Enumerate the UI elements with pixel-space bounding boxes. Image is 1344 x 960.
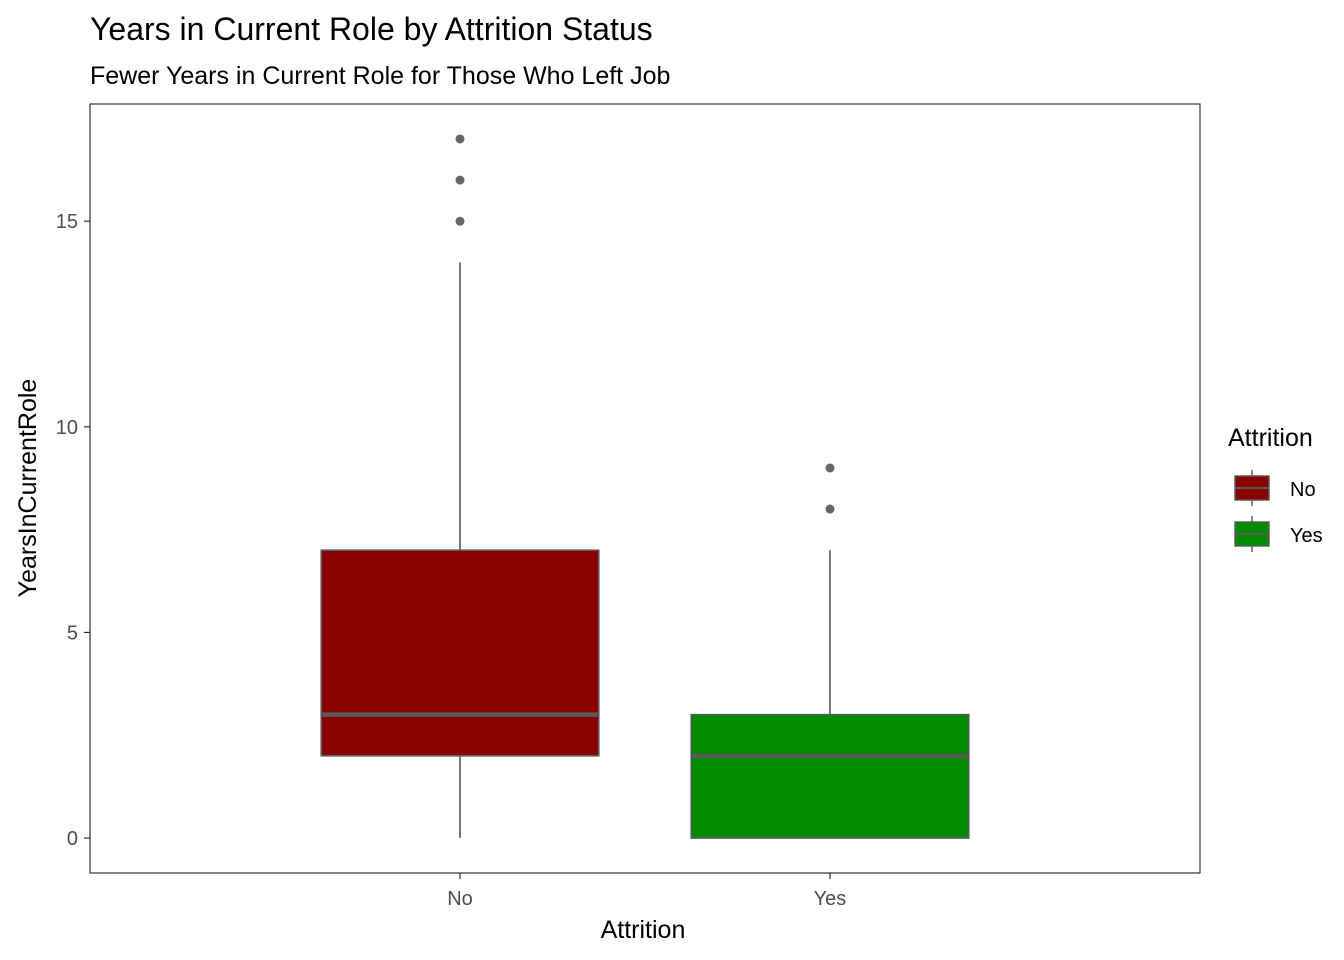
- plot-panel-border: [89, 103, 1201, 874]
- plot-layer: [320, 134, 970, 839]
- x-axis-title: Attrition: [601, 916, 686, 944]
- outlier-point-yes-1: [825, 504, 835, 514]
- y-tick-label-15: 15: [56, 211, 78, 233]
- outlier-point-no-1: [455, 216, 465, 226]
- legend-label-no: No: [1290, 479, 1316, 501]
- outlier-point-no-2: [455, 175, 465, 185]
- y-tick-label-10: 10: [56, 417, 78, 439]
- outlier-point-yes-2: [825, 463, 835, 473]
- box-no: [320, 549, 600, 757]
- y-tick-label-5: 5: [67, 622, 78, 644]
- axis-layer: 0 5 10 15 No Yes: [56, 211, 847, 910]
- legend: Attrition No Yes: [1228, 424, 1323, 552]
- outlier-point-no-3: [455, 134, 465, 144]
- x-tick-label-yes: Yes: [814, 888, 847, 910]
- legend-label-yes: Yes: [1290, 525, 1323, 547]
- x-tick-label-no: No: [447, 888, 473, 910]
- y-axis-title: YearsInCurrentRole: [14, 379, 42, 598]
- chart-subtitle: Fewer Years in Current Role for Those Wh…: [90, 62, 670, 90]
- chart-title: Years in Current Role by Attrition Statu…: [90, 11, 653, 47]
- box-yes: [690, 713, 970, 839]
- legend-title: Attrition: [1228, 424, 1313, 452]
- y-tick-label-0: 0: [67, 828, 78, 850]
